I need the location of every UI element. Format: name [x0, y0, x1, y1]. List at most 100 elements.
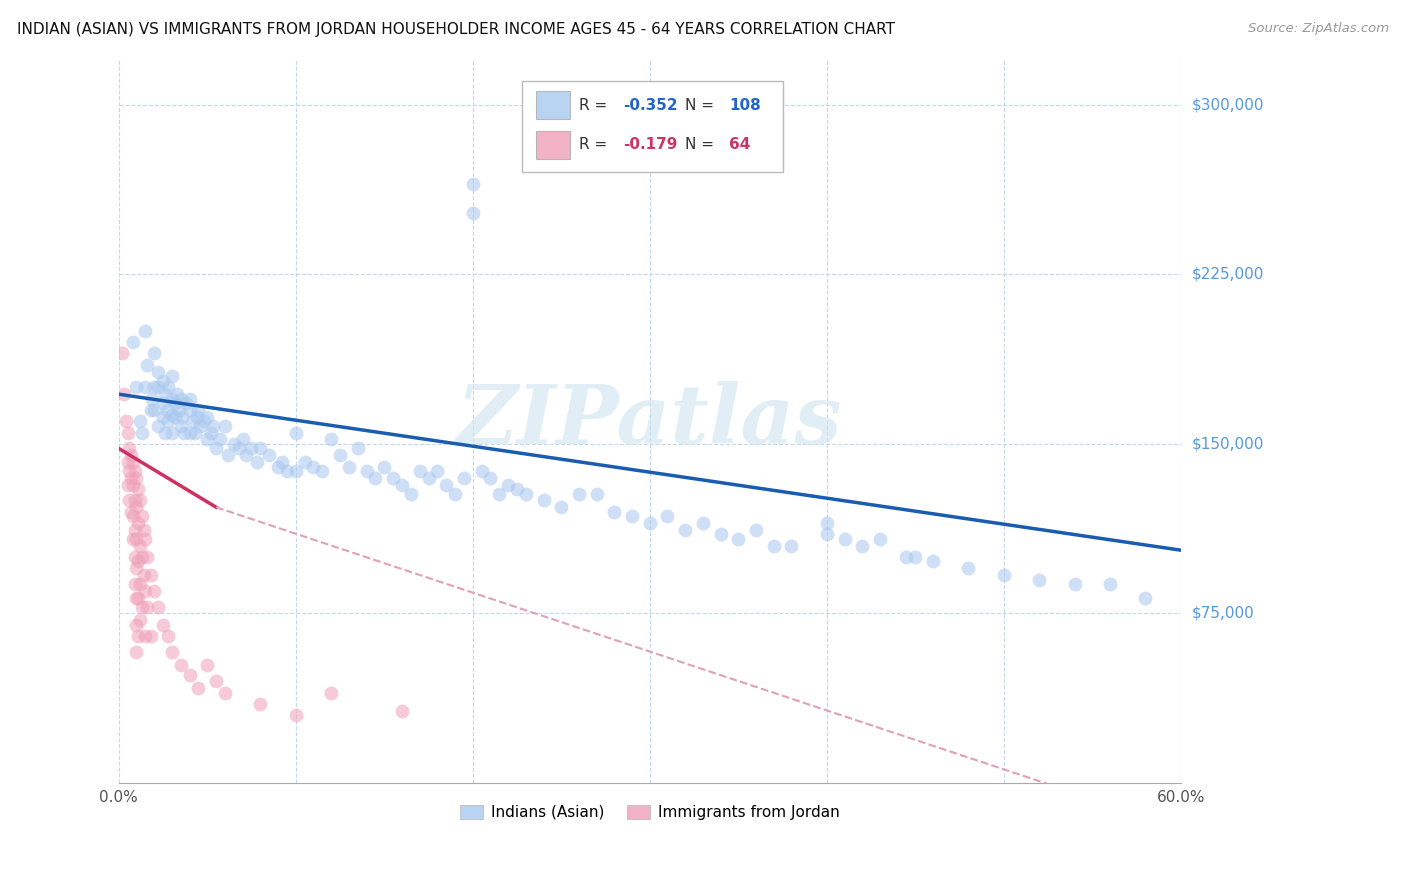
Point: [117, 455, 139, 469]
Point: [1028, 573, 1050, 587]
Point: [453, 471, 475, 485]
Point: [146, 418, 169, 433]
Point: [160, 408, 183, 422]
Point: [157, 380, 180, 394]
Point: [284, 708, 307, 723]
Point: [904, 549, 927, 564]
Point: [603, 505, 626, 519]
Legend: Indians (Asian), Immigrants from Jordan: Indians (Asian), Immigrants from Jordan: [454, 798, 845, 826]
Text: R =: R =: [579, 137, 607, 153]
Point: [111, 346, 134, 360]
Point: [246, 455, 269, 469]
Point: [391, 477, 413, 491]
Point: [195, 658, 218, 673]
Text: INDIAN (ASIAN) VS IMMIGRANTS FROM JORDAN HOUSEHOLDER INCOME AGES 45 - 64 YEARS C: INDIAN (ASIAN) VS IMMIGRANTS FROM JORDAN…: [17, 22, 894, 37]
Point: [117, 477, 139, 491]
Point: [276, 464, 298, 478]
Point: [201, 418, 224, 433]
Point: [710, 527, 733, 541]
Point: [302, 459, 325, 474]
Point: [129, 577, 152, 591]
FancyBboxPatch shape: [536, 131, 571, 159]
Point: [127, 591, 149, 605]
Point: [205, 674, 228, 689]
Point: [124, 549, 146, 564]
Point: [461, 206, 484, 220]
Point: [346, 442, 368, 456]
Point: [356, 464, 378, 478]
Point: [122, 532, 145, 546]
Point: [496, 477, 519, 491]
Point: [134, 629, 156, 643]
Point: [193, 414, 215, 428]
Point: [337, 459, 360, 474]
Point: [993, 568, 1015, 582]
Point: [249, 697, 271, 711]
Point: [364, 471, 387, 485]
Point: [134, 380, 156, 394]
Point: [187, 681, 209, 695]
Point: [139, 629, 162, 643]
Point: [568, 486, 591, 500]
Point: [228, 442, 250, 456]
Text: 108: 108: [730, 98, 761, 112]
Point: [129, 613, 152, 627]
Point: [125, 471, 148, 485]
Point: [170, 418, 193, 433]
Point: [152, 374, 174, 388]
Point: [153, 425, 176, 440]
Point: [155, 403, 177, 417]
Point: [533, 493, 555, 508]
Point: [727, 532, 749, 546]
Point: [172, 409, 194, 424]
Point: [174, 396, 197, 410]
Point: [160, 369, 183, 384]
Point: [139, 403, 162, 417]
Point: [957, 561, 980, 575]
Point: [153, 387, 176, 401]
Point: [127, 554, 149, 568]
Text: ZIPatlas: ZIPatlas: [457, 381, 842, 461]
Point: [124, 577, 146, 591]
Point: [181, 414, 204, 428]
Point: [170, 658, 193, 673]
Point: [139, 568, 162, 582]
Point: [692, 516, 714, 530]
Point: [1063, 577, 1085, 591]
Point: [214, 685, 236, 699]
Point: [506, 482, 529, 496]
Point: [195, 409, 218, 424]
Point: [426, 464, 449, 478]
Point: [418, 471, 440, 485]
Point: [131, 425, 153, 440]
Point: [922, 554, 945, 568]
Point: [657, 509, 679, 524]
Point: [179, 392, 201, 406]
Point: [122, 335, 145, 350]
Point: [134, 583, 156, 598]
Point: [179, 425, 201, 440]
Point: [311, 464, 333, 478]
Text: $150,000: $150,000: [1192, 436, 1264, 451]
Point: [205, 442, 228, 456]
Point: [132, 523, 155, 537]
Point: [124, 493, 146, 508]
Point: [125, 380, 148, 394]
Point: [257, 448, 280, 462]
Point: [249, 442, 271, 456]
Point: [195, 433, 218, 447]
Point: [321, 433, 343, 447]
Point: [479, 471, 502, 485]
Point: [157, 414, 180, 428]
Point: [118, 464, 141, 478]
Point: [240, 442, 263, 456]
Point: [214, 418, 236, 433]
Text: N =: N =: [685, 98, 714, 112]
Point: [165, 409, 187, 424]
Point: [141, 392, 163, 406]
Point: [143, 583, 166, 598]
Point: [160, 645, 183, 659]
Point: [187, 403, 209, 417]
Point: [118, 442, 141, 456]
Point: [131, 599, 153, 614]
